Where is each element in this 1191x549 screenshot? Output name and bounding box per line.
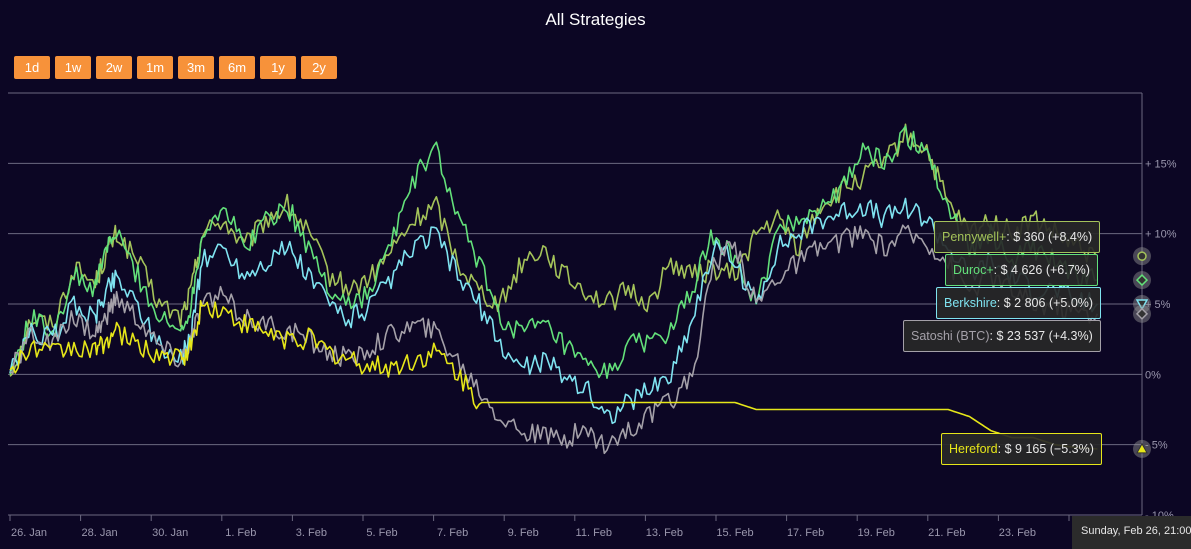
series-line-berkshire bbox=[9, 197, 1099, 425]
tooltip-satoshi: Satoshi (BTC): $ 23 537 (+4.3%) bbox=[903, 320, 1101, 352]
tooltip-series-name: Hereford bbox=[949, 442, 998, 456]
x-tick-label: 19. Feb bbox=[858, 527, 895, 539]
range-1d-button[interactable]: 1d bbox=[14, 56, 50, 79]
range-selector: 1d 1w 2w 1m 3m 6m 1y 2y bbox=[14, 56, 337, 79]
tooltip-value: $ 2 806 bbox=[1003, 296, 1046, 310]
y-tick-label: + 15% bbox=[1145, 158, 1177, 170]
x-tick-label: 13. Feb bbox=[646, 527, 683, 539]
range-2y-button[interactable]: 2y bbox=[301, 56, 337, 79]
x-tick-label: 3. Feb bbox=[296, 527, 327, 539]
tooltip-change: (+6.7%) bbox=[1045, 263, 1090, 277]
y-axis: + 15%+ 10%+ 5%0%- 5%- 10% bbox=[1145, 158, 1177, 522]
tooltip-value: $ 9 165 bbox=[1004, 442, 1047, 456]
tooltip-series-name: Pennywell+ bbox=[942, 230, 1007, 244]
tooltip-berkshire: Berkshire: $ 2 806 (+5.0%) bbox=[936, 287, 1102, 319]
x-tick-label: 7. Feb bbox=[437, 527, 468, 539]
x-tick-label: 28. Jan bbox=[82, 527, 118, 539]
x-axis: 26. Jan 28. Jan 30. Jan 1. Feb 3. Feb 5. Feb 7… bbox=[9, 515, 1096, 539]
range-1m-button[interactable]: 1m bbox=[137, 56, 173, 79]
y-tick-label: + 10% bbox=[1145, 229, 1177, 241]
end-marker bbox=[1135, 274, 1149, 287]
tooltip-value: $ 4 626 bbox=[1000, 263, 1043, 277]
end-marker bbox=[1135, 299, 1149, 311]
tooltip-duroc: Duroc+: $ 4 626 (+6.7%) bbox=[945, 254, 1098, 286]
series-line-hereford bbox=[9, 300, 1098, 450]
tooltip-change: (+4.3%) bbox=[1048, 329, 1093, 343]
tooltip-series-name: Berkshire bbox=[944, 296, 997, 310]
crosshair-date-label: Sunday, Feb 26, 21:00 bbox=[1072, 516, 1191, 549]
series-line-duroc bbox=[9, 125, 1098, 379]
tooltip-series-name: Duroc+ bbox=[953, 263, 994, 277]
x-tick-label: 15. Feb bbox=[716, 527, 753, 539]
y-tick-label: - 5% bbox=[1145, 440, 1168, 452]
series-line-satoshi-btc bbox=[9, 224, 1099, 455]
series-line-pennywell bbox=[9, 123, 1098, 377]
x-tick-label: 30. Jan bbox=[152, 527, 188, 539]
y-tick-label: 0% bbox=[1145, 369, 1161, 381]
x-tick-label: 26. Jan bbox=[11, 527, 47, 539]
range-6m-button[interactable]: 6m bbox=[219, 56, 255, 79]
tooltip-pennywell: Pennywell+: $ 360 (+8.4%) bbox=[934, 221, 1101, 253]
x-tick-label: 23. Feb bbox=[999, 527, 1036, 539]
range-3m-button[interactable]: 3m bbox=[178, 56, 214, 79]
series-markers bbox=[1133, 247, 1151, 458]
x-tick-label: 17. Feb bbox=[787, 527, 824, 539]
tooltip-change: (−5.3%) bbox=[1049, 442, 1094, 456]
end-marker bbox=[1137, 251, 1147, 261]
x-tick-label: 11. Feb bbox=[576, 527, 613, 539]
tooltip-value: $ 23 537 bbox=[996, 329, 1046, 343]
x-tick-label: 5. Feb bbox=[366, 527, 397, 539]
series-lines[interactable] bbox=[9, 123, 1099, 455]
end-marker bbox=[1136, 442, 1148, 454]
x-tick-label: 1. Feb bbox=[225, 527, 256, 539]
end-marker bbox=[1135, 307, 1149, 320]
tooltip-hereford: Hereford: $ 9 165 (−5.3%) bbox=[941, 433, 1102, 465]
chart-title: All Strategies bbox=[545, 10, 646, 29]
tooltip-series-name: Satoshi (BTC) bbox=[911, 329, 990, 343]
range-2w-button[interactable]: 2w bbox=[96, 56, 132, 79]
tooltip-change: (+5.0%) bbox=[1048, 296, 1094, 310]
tooltip-change: (+8.4%) bbox=[1048, 230, 1093, 244]
tooltip-value: $ 360 bbox=[1013, 230, 1045, 244]
range-1y-button[interactable]: 1y bbox=[260, 56, 296, 79]
y-tick-label: + 5% bbox=[1145, 299, 1171, 311]
range-1w-button[interactable]: 1w bbox=[55, 56, 91, 79]
x-tick-label: 21. Feb bbox=[928, 527, 965, 539]
x-tick-label: 9. Feb bbox=[508, 527, 539, 539]
